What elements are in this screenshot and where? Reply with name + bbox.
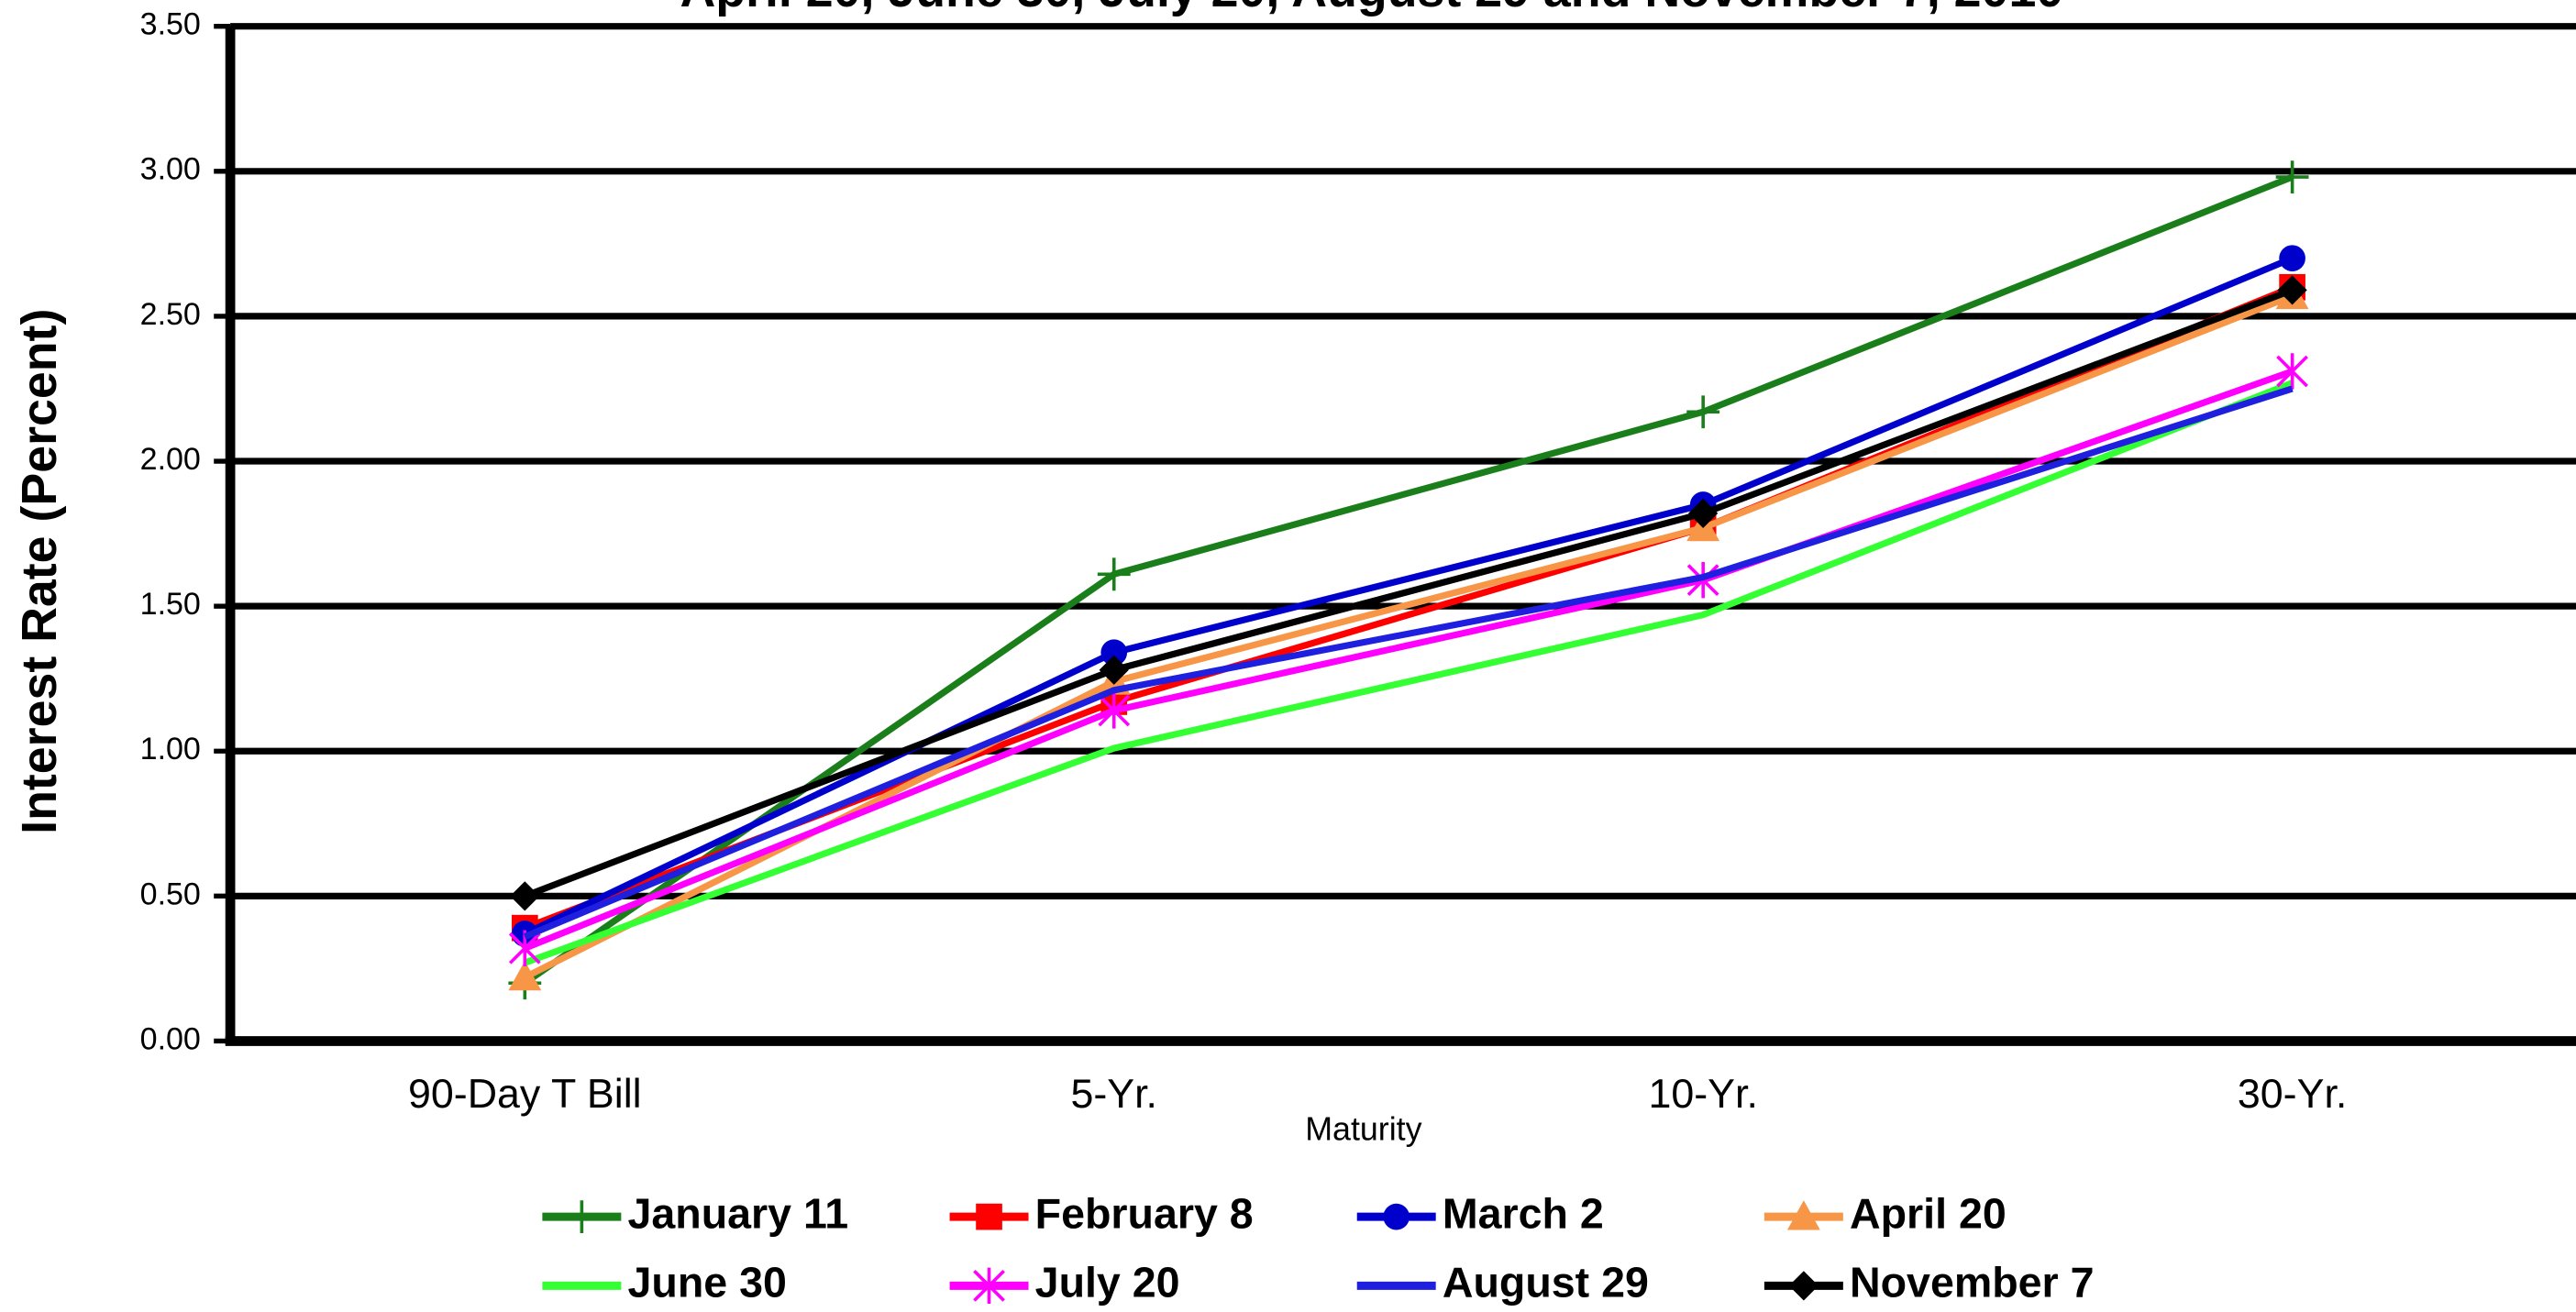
legend-label: February 8: [1035, 1189, 1254, 1237]
legend-label: August 29: [1443, 1259, 1649, 1306]
marker: [1788, 1271, 1819, 1301]
marker: [1688, 498, 1719, 529]
series-line: [524, 287, 2294, 899]
marker: [508, 961, 542, 991]
marker: [1098, 692, 1131, 729]
x-tick-label: 5-Yr.: [1070, 1071, 1157, 1117]
series-line: [523, 255, 2294, 937]
legend-item: April 20: [1763, 1189, 2007, 1237]
y-tick-label: 3.50: [140, 7, 201, 42]
y-tick-label: 1.50: [140, 587, 201, 622]
marker: [510, 881, 540, 911]
marker: [2275, 160, 2309, 194]
y-tick-label: 0.00: [140, 1021, 201, 1056]
legend-item: February 8: [949, 1189, 1254, 1237]
x-axis-label: Maturity: [1305, 1110, 1421, 1147]
legend-item: July 20: [949, 1259, 1180, 1306]
marker: [976, 1203, 1002, 1230]
series-line: [523, 173, 2294, 987]
marker: [1099, 655, 1129, 685]
legend-label: November 7: [1850, 1259, 2094, 1306]
y-tick-label: 2.00: [140, 442, 201, 477]
series-line: [523, 385, 2294, 940]
legend-item: January 11: [542, 1189, 848, 1237]
series-line: [523, 368, 2294, 952]
y-tick-label: 1.00: [140, 732, 201, 766]
y-tick-label: 0.50: [140, 877, 201, 911]
marker: [1786, 1200, 1820, 1230]
series-line: [524, 380, 2294, 966]
legend-label: July 20: [1035, 1259, 1180, 1306]
legend-item: August 29: [1356, 1259, 1649, 1306]
legend-item: November 7: [1763, 1259, 2094, 1306]
legend-item: March 2: [1356, 1189, 1604, 1237]
marker: [1686, 395, 1720, 429]
marker: [1097, 557, 1131, 591]
legend-label: April 20: [1850, 1189, 2007, 1237]
marker: [2277, 275, 2307, 305]
marker: [2276, 353, 2308, 390]
x-tick-label: 30-Yr.: [2238, 1071, 2347, 1117]
x-tick-label: 10-Yr.: [1648, 1071, 1757, 1117]
x-tick-label: 90-Day T Bill: [408, 1071, 642, 1117]
legend-label: March 2: [1443, 1189, 1604, 1237]
legend-label: January 11: [628, 1189, 849, 1237]
legend-item: June 30: [542, 1259, 787, 1306]
chart-title: April 20, June 30, July 20, August 29 an…: [680, 0, 2063, 17]
marker: [973, 1267, 1005, 1305]
y-axis-label: Interest Rate (Percent): [12, 309, 67, 834]
marker: [2279, 245, 2305, 271]
marker: [1100, 639, 1128, 667]
legend-label: June 30: [628, 1259, 787, 1306]
marker: [1383, 1203, 1410, 1230]
y-tick-label: 3.00: [140, 152, 201, 187]
marker: [565, 1200, 599, 1234]
y-tick-label: 2.50: [140, 297, 201, 332]
